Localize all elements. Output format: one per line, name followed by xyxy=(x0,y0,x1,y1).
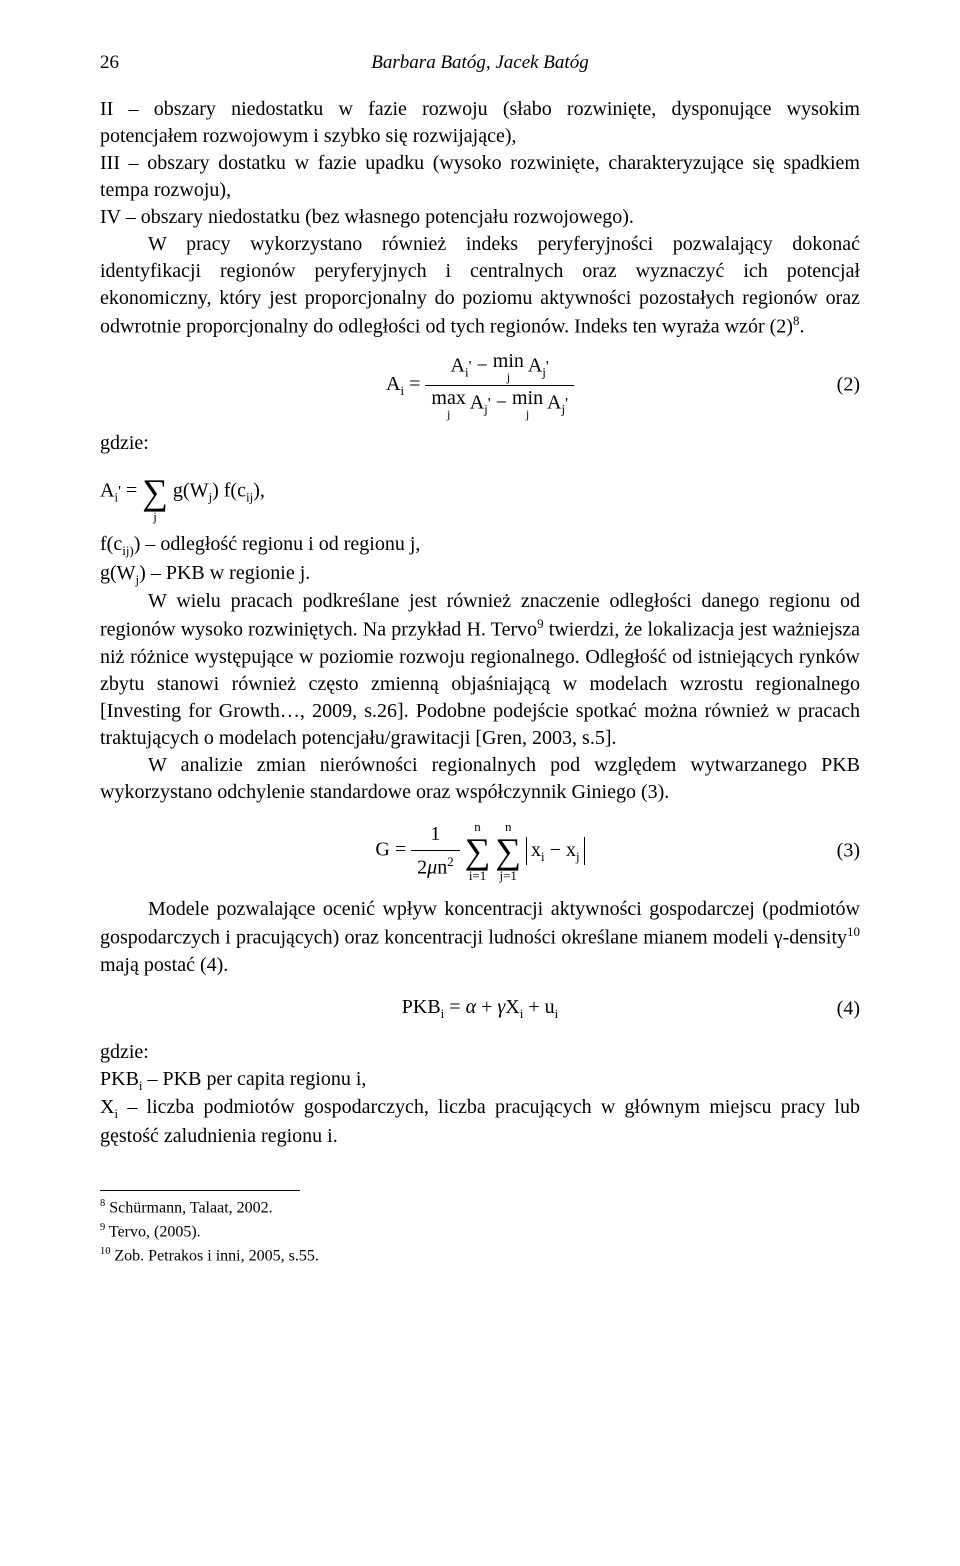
eq2-aux: Ai' = ∑ j g(Wj) f(cij), xyxy=(100,461,860,523)
eq2-formula: Ai = Ai' − minj Aj' maxj Aj' − minj Aj' xyxy=(386,351,574,420)
page-number: 26 xyxy=(100,50,119,76)
eq2-number: (2) xyxy=(837,372,860,399)
p4-a: Modele pozwalające ocenić wpływ koncentr… xyxy=(100,898,860,949)
list-item-iii: III – obszary dostatku w fazie upadku (w… xyxy=(100,150,860,204)
fn10-mark: 10 xyxy=(100,1246,110,1257)
def-f-rest: ) – odległość regionu i od regionu j, xyxy=(134,533,421,555)
list-item-iv: IV – obszary niedostatku (bez własnego p… xyxy=(100,204,860,231)
def-f-a: f(c xyxy=(100,533,122,555)
eq3-number: (3) xyxy=(837,838,860,865)
footnote-10: 10 Zob. Petrakos i inni, 2005, s.55. xyxy=(100,1245,860,1267)
gdzie-1: gdzie: xyxy=(100,430,860,457)
def-pkb-rest: – PKB per capita regionu i, xyxy=(143,1068,367,1090)
def-g-rest: ) – PKB w regionie j. xyxy=(139,562,310,584)
p4-b: mają postać (4). xyxy=(100,954,228,976)
gdzie-2: gdzie: xyxy=(100,1039,860,1066)
fn8-text: Schürmann, Talaat, 2002. xyxy=(105,1199,272,1216)
fn9-text: Tervo, (2005). xyxy=(105,1223,200,1240)
def-pkb: PKBi – PKB per capita regionu i, xyxy=(100,1066,860,1095)
p1-end: . xyxy=(799,315,804,337)
p1-text: W pracy wykorzystano również indeks pery… xyxy=(100,233,860,338)
paragraph-4: Modele pozwalające ocenić wpływ koncentr… xyxy=(100,896,860,979)
footnotes: 8 Schürmann, Talaat, 2002. 9 Tervo, (200… xyxy=(100,1197,860,1267)
def-g-a: g(W xyxy=(100,562,136,584)
def-f-sub: ij) xyxy=(122,543,134,558)
eq4-number: (4) xyxy=(837,995,860,1022)
paragraph-3: W analizie zmian nierówności regionalnyc… xyxy=(100,752,860,806)
equation-2: Ai = Ai' − minj Aj' maxj Aj' − minj Aj' … xyxy=(100,350,860,420)
eq4-formula: PKBi = α + γXi + ui xyxy=(402,994,558,1023)
fn10-text: Zob. Petrakos i inni, 2005, s.55. xyxy=(110,1247,318,1264)
eq3-formula: G = 1 2μn2 n ∑ i=1 n ∑ j=1 xi − xj xyxy=(375,820,584,882)
paragraph-1: W pracy wykorzystano również indeks pery… xyxy=(100,231,860,341)
footnote-ref-10: 10 xyxy=(847,924,860,939)
paragraph-2: W wielu pracach podkreślane jest również… xyxy=(100,588,860,752)
list-item-ii: II – obszary niedostatku w fazie rozwoju… xyxy=(100,96,860,150)
def-g: g(Wj) – PKB w regionie j. xyxy=(100,560,860,589)
footnote-8: 8 Schürmann, Talaat, 2002. xyxy=(100,1197,860,1219)
equation-3: G = 1 2μn2 n ∑ i=1 n ∑ j=1 xi − xj (3) xyxy=(100,816,860,886)
equation-4: PKBi = α + γXi + ui (4) xyxy=(100,989,860,1029)
def-f: f(cij)) – odległość regionu i od regionu… xyxy=(100,531,860,560)
def-x-rest: – liczba podmiotów gospodarczych, liczba… xyxy=(100,1096,860,1147)
footnote-rule xyxy=(100,1190,300,1191)
def-pkb-a: PKB xyxy=(100,1068,139,1090)
def-x-a: X xyxy=(100,1096,114,1118)
footnote-9: 9 Tervo, (2005). xyxy=(100,1221,860,1243)
def-x: Xi – liczba podmiotów gospodarczych, lic… xyxy=(100,1094,860,1150)
page: 26 Barbara Batóg, Jacek Batóg 26 II – ob… xyxy=(0,0,960,1329)
header-authors: Barbara Batóg, Jacek Batóg xyxy=(119,50,841,76)
running-header: 26 Barbara Batóg, Jacek Batóg 26 xyxy=(100,50,860,76)
